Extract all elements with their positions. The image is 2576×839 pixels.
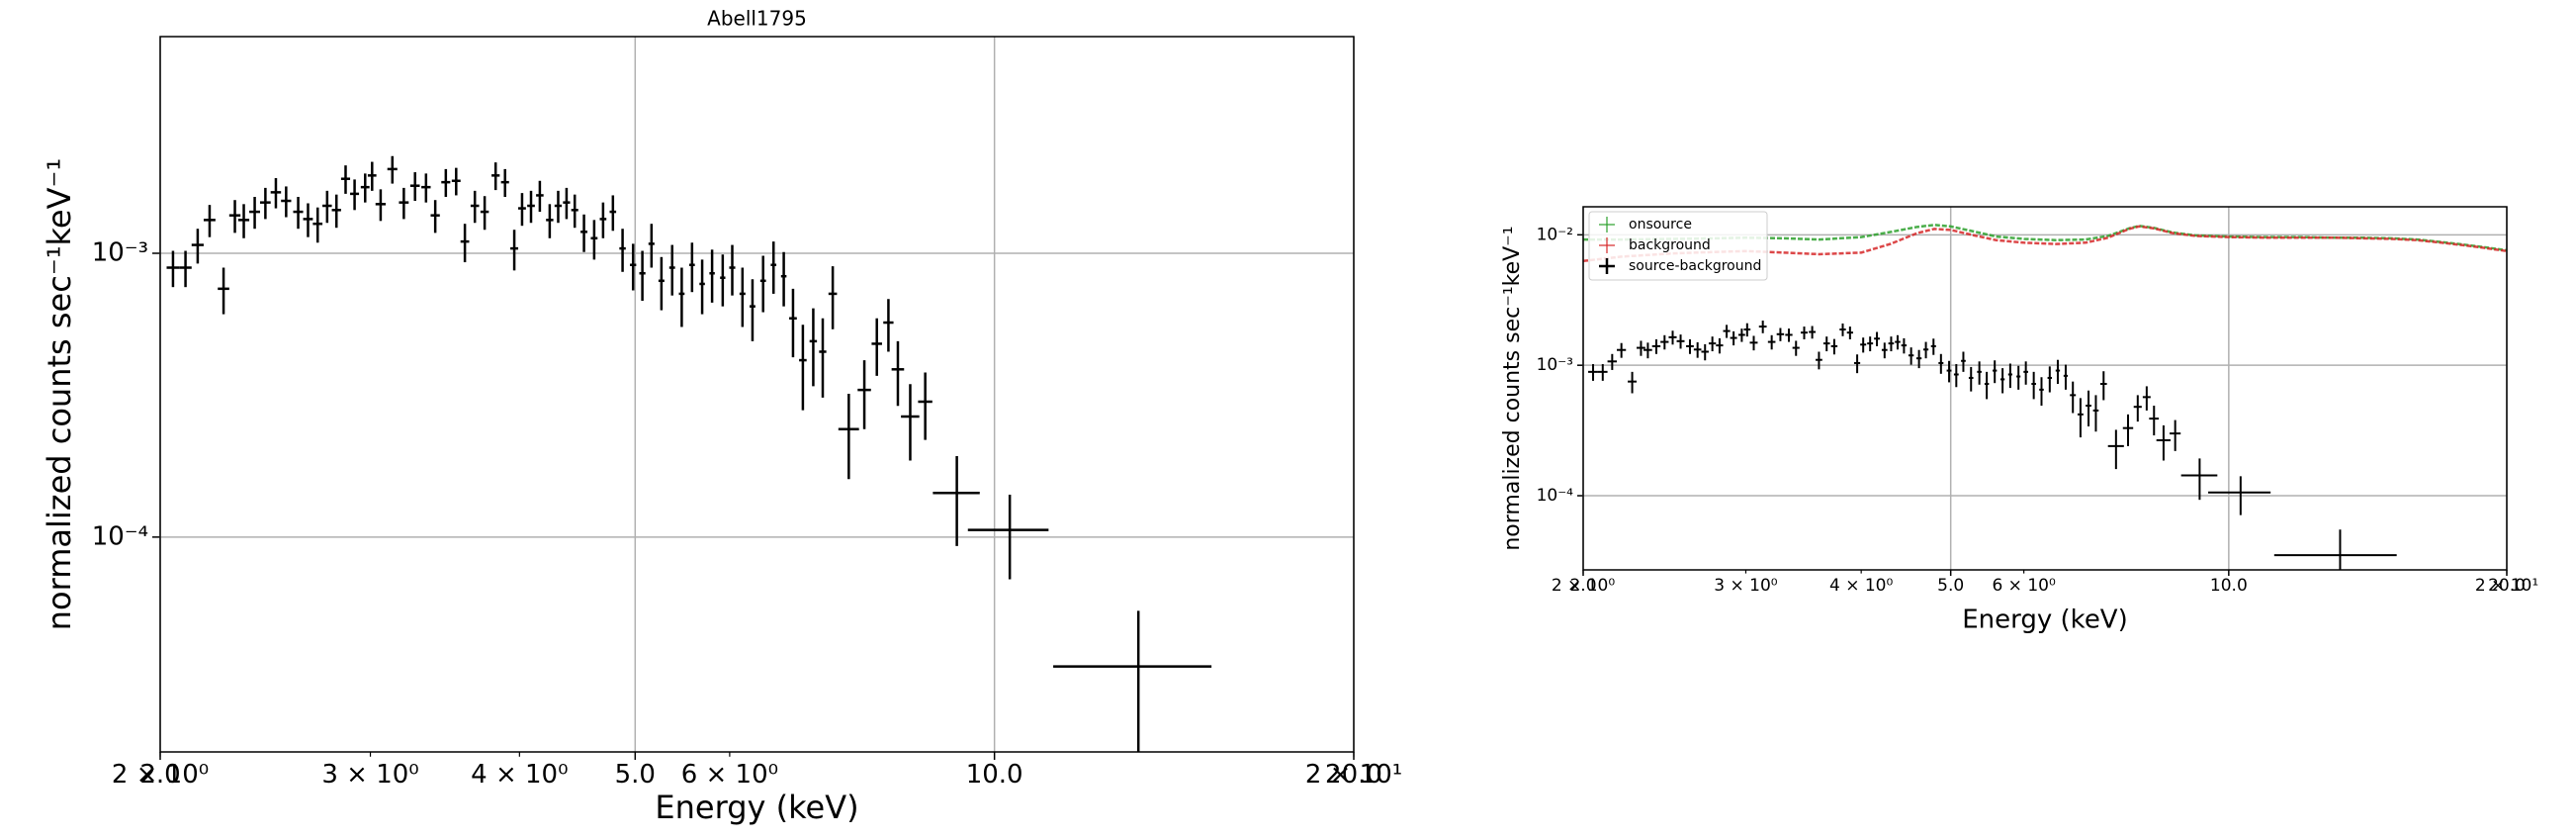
x-axis-label: Energy (keV) xyxy=(655,789,858,826)
x-minor-tick-label: 6 × 10⁰ xyxy=(1992,576,2055,596)
legend-label: background xyxy=(1629,237,1711,253)
x-minor-tick-label: 6 × 10⁰ xyxy=(681,760,778,790)
data-layer xyxy=(1583,224,2507,570)
x-minor-tick-label: 3 × 10⁰ xyxy=(1714,576,1777,596)
axes-frame xyxy=(159,36,1355,753)
legend: onsource background source-background xyxy=(1588,211,1768,281)
x-tick-label: 10.0 xyxy=(2210,576,2248,596)
x-tick-label: 20.0 xyxy=(2488,576,2526,596)
chart-title: Abell1795 xyxy=(707,7,807,31)
x-axis-label: Energy (keV) xyxy=(1962,606,2128,635)
axes-frame xyxy=(1582,206,2508,571)
x-tick-label: 2.0 xyxy=(139,760,180,790)
x-minor-tick-label: 2 × 10¹ xyxy=(1305,760,1402,790)
y-tick-label: 10⁻³ xyxy=(92,237,148,267)
x-tick-label: 2.0 xyxy=(1569,576,1596,596)
legend-label: onsource xyxy=(1629,217,1692,233)
y-axis-label: normalized counts sec⁻¹keV⁻¹ xyxy=(1500,226,1525,550)
x-minor-tick-label: 4 × 10⁰ xyxy=(471,760,568,790)
data-layer xyxy=(166,155,1212,752)
y-axis-label: normalized counts sec⁻¹keV⁻¹ xyxy=(41,158,78,630)
x-minor-tick-label: 2 × 10¹ xyxy=(2475,576,2538,596)
x-tick-label: 5.0 xyxy=(1937,576,1964,596)
legend-label: source-background xyxy=(1629,258,1761,274)
plot-area: Abell1795 10⁻³ 10⁻⁴ 2.0 5.0 10.0 20.0 2 × 10⁰ 3 … xyxy=(41,7,1402,827)
x-tick-label: 5.0 xyxy=(615,760,656,790)
plot-area: 10⁻² 10⁻³ 10⁻⁴ 2.0 5.0 10.0 20.0 2 × 10⁰ 3 × 10⁰… xyxy=(1500,206,2538,635)
y-tick-label: 10⁻⁴ xyxy=(92,521,148,551)
y-tick-label: 10⁻³ xyxy=(1537,355,1573,375)
x-minor-tick-label: 4 × 10⁰ xyxy=(1829,576,1893,596)
x-minor-tick-label: 2 × 10⁰ xyxy=(1552,576,1615,596)
series-line xyxy=(1583,225,2507,263)
y-tick-label: 10⁻⁴ xyxy=(1537,486,1574,506)
x-minor-tick-label: 3 × 10⁰ xyxy=(321,760,418,790)
x-tick-label: 10.0 xyxy=(966,760,1023,790)
x-minor-tick-label: 2 × 10⁰ xyxy=(112,760,209,790)
legend-box xyxy=(1588,211,1768,281)
x-tick-label: 20.0 xyxy=(1325,760,1382,790)
y-tick-label: 10⁻² xyxy=(1537,225,1573,244)
